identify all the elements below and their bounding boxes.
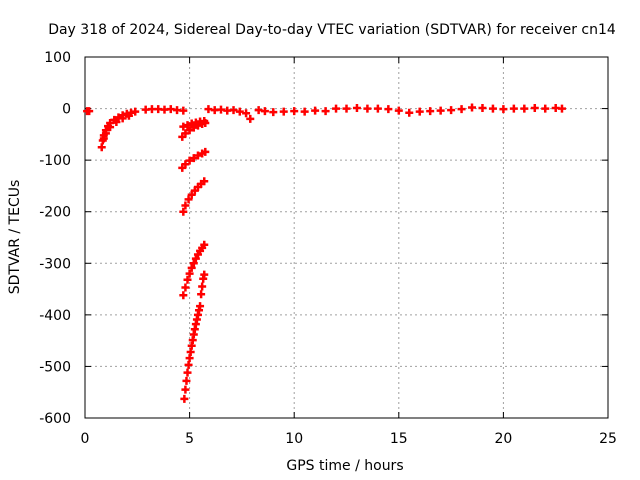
data-point <box>101 129 110 138</box>
data-point <box>488 104 497 113</box>
data-point <box>179 291 188 300</box>
data-point <box>187 263 196 272</box>
data-point <box>229 106 238 115</box>
data-point <box>183 121 192 130</box>
data-points <box>83 103 566 403</box>
y-tick-label: -300 <box>39 256 71 272</box>
data-point <box>279 107 288 116</box>
data-point <box>394 106 403 115</box>
data-point <box>415 107 424 116</box>
data-point <box>457 105 466 114</box>
data-point <box>198 282 207 291</box>
data-point <box>269 108 278 117</box>
data-point <box>246 114 255 123</box>
data-point <box>179 207 188 216</box>
x-tick-label: 25 <box>599 431 617 447</box>
data-point <box>179 122 188 131</box>
data-point <box>181 129 190 138</box>
data-point <box>181 160 190 169</box>
data-point <box>181 385 190 394</box>
data-point <box>384 105 393 114</box>
data-point <box>85 107 94 116</box>
data-point <box>112 117 121 126</box>
data-point <box>197 290 206 299</box>
chart-title: Day 318 of 2024, Sidereal Day-to-day VTE… <box>48 22 616 38</box>
data-point <box>200 270 209 279</box>
data-point <box>478 104 487 113</box>
y-tick-label: -600 <box>39 411 71 427</box>
data-point <box>189 259 198 268</box>
grid <box>85 57 608 418</box>
data-point <box>405 108 414 117</box>
data-point <box>373 104 382 113</box>
data-point <box>184 195 193 204</box>
y-tick-label: -100 <box>39 153 71 169</box>
axis-ticks: 0 5 10 15 20 25 -600 -500 -400 -300 -200 -100 0 100 <box>39 50 617 447</box>
data-point <box>183 368 192 377</box>
data-point <box>201 147 210 156</box>
data-point <box>185 269 194 278</box>
data-point <box>363 104 372 113</box>
data-point <box>187 190 196 199</box>
data-point <box>352 104 361 113</box>
data-point <box>196 302 205 311</box>
x-tick-label: 10 <box>285 431 303 447</box>
data-point <box>509 104 518 113</box>
data-point <box>180 394 189 403</box>
data-point <box>311 106 320 115</box>
data-point <box>342 104 351 113</box>
data-point <box>468 103 477 112</box>
data-point <box>182 376 191 385</box>
y-tick-label: -500 <box>39 359 71 375</box>
x-tick-label: 5 <box>185 431 194 447</box>
data-point <box>181 283 190 292</box>
data-point <box>193 151 202 160</box>
data-point <box>447 106 456 115</box>
data-point <box>242 109 251 118</box>
data-point <box>179 106 188 115</box>
data-point <box>191 254 200 263</box>
plot-frame <box>84 56 609 419</box>
data-point <box>97 143 106 152</box>
data-point <box>185 126 194 135</box>
data-point <box>99 134 108 143</box>
data-point <box>200 240 209 249</box>
data-point <box>200 177 209 186</box>
data-point <box>118 114 127 123</box>
data-point <box>499 105 508 114</box>
data-point <box>124 111 133 120</box>
data-point <box>131 107 140 116</box>
data-point <box>530 104 539 113</box>
y-tick-label: 0 <box>62 102 71 118</box>
y-tick-label: -400 <box>39 308 71 324</box>
data-point <box>181 201 190 210</box>
data-point <box>557 104 566 113</box>
data-point <box>200 116 209 125</box>
data-point <box>520 104 529 113</box>
y-tick-label: 100 <box>44 50 71 66</box>
x-tick-label: 20 <box>494 431 512 447</box>
data-point <box>189 154 198 163</box>
x-tick-label: 15 <box>390 431 408 447</box>
data-point <box>290 107 299 116</box>
data-point <box>183 275 192 284</box>
data-point <box>300 107 309 116</box>
data-point <box>235 107 244 116</box>
y-axis-label: SDTVAR / TECUs <box>7 180 23 295</box>
x-axis-label: GPS time / hours <box>286 458 403 474</box>
data-point <box>426 107 435 116</box>
data-point <box>436 106 445 115</box>
data-point <box>106 123 115 132</box>
x-tick-label: 0 <box>81 431 90 447</box>
data-point <box>185 156 194 165</box>
data-point <box>321 107 330 116</box>
data-point <box>332 104 341 113</box>
data-point <box>260 107 269 116</box>
data-point <box>184 360 193 369</box>
data-point <box>189 123 198 132</box>
y-tick-label: -200 <box>39 205 71 221</box>
data-point <box>541 104 550 113</box>
